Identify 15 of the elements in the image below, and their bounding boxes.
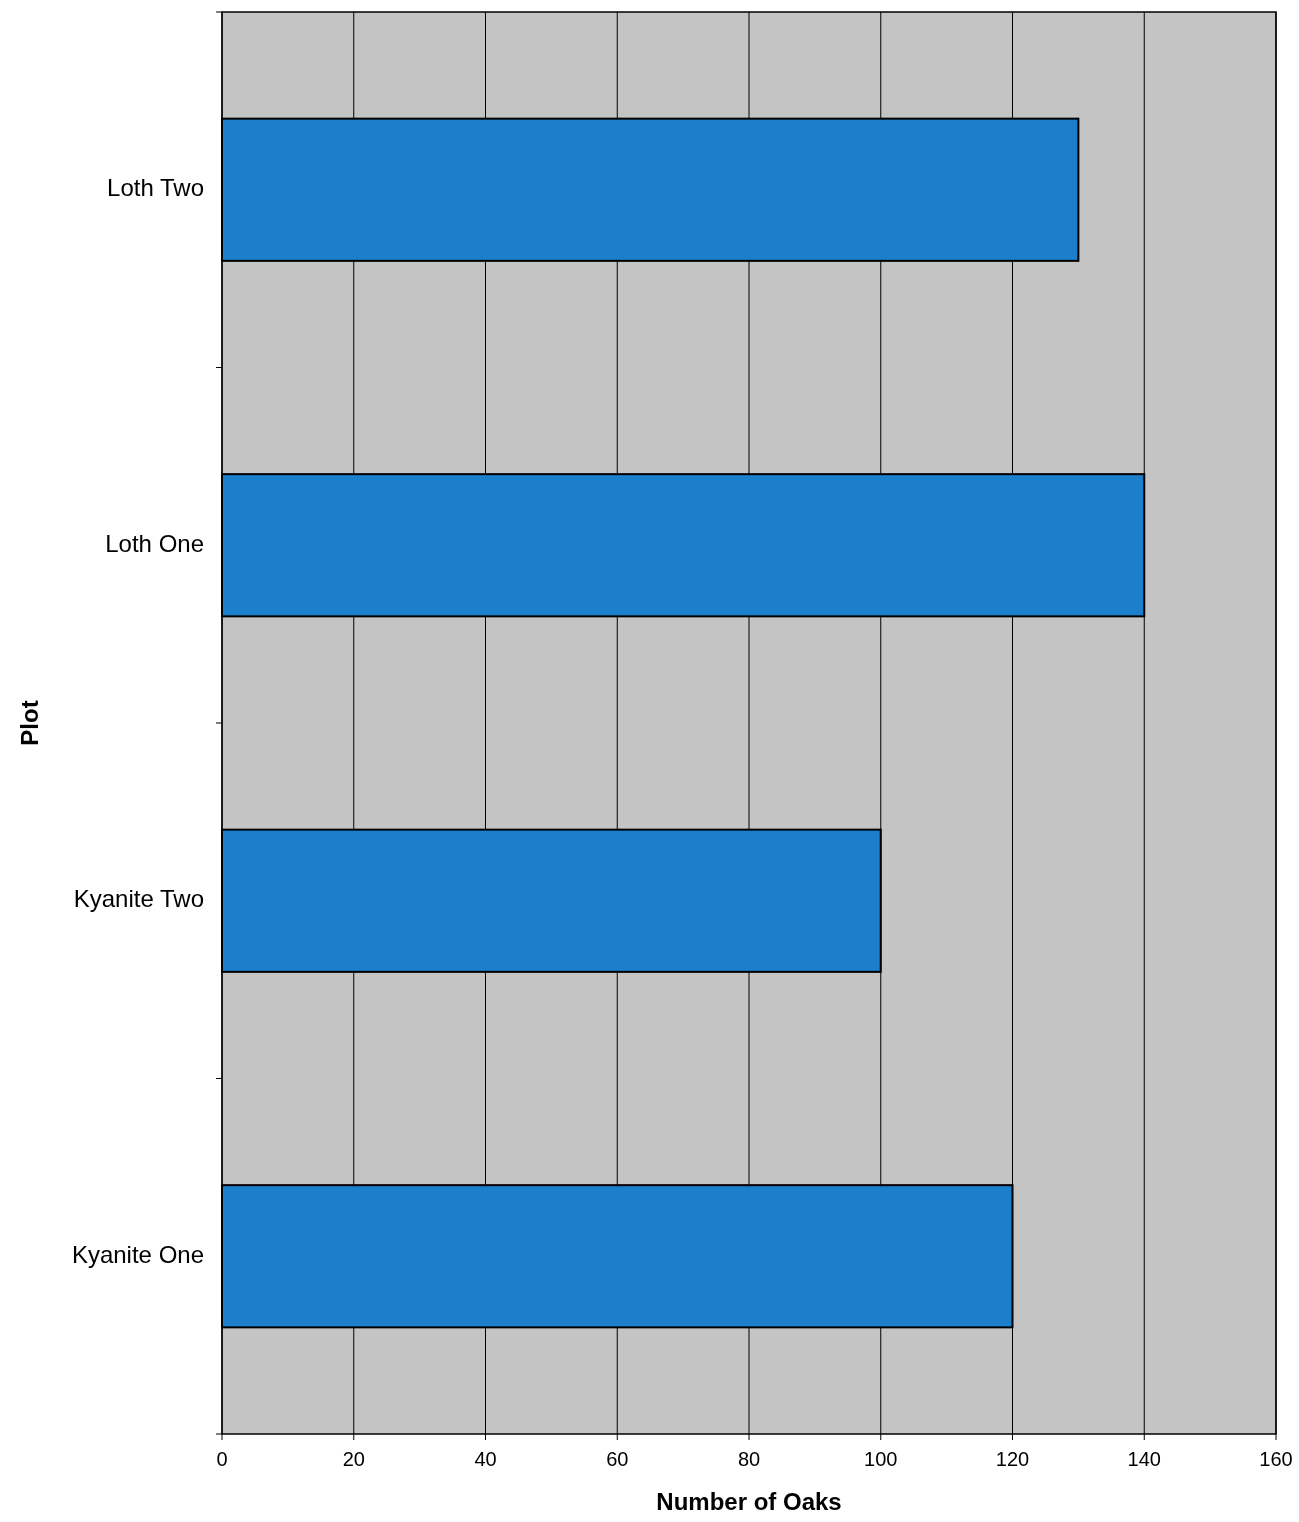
- y-tick-label: Kyanite Two: [73, 885, 204, 913]
- x-tick-label: 40: [474, 1448, 497, 1470]
- x-tick-label: 20: [342, 1448, 365, 1470]
- x-tick-label: 140: [1127, 1448, 1161, 1470]
- x-tick-label: 80: [737, 1448, 761, 1470]
- x-tick-label: 160: [1259, 1448, 1293, 1470]
- x-tick-label: 100: [864, 1448, 898, 1470]
- x-tick-label: 120: [995, 1448, 1030, 1470]
- x-tick-label: 60: [606, 1448, 629, 1470]
- y-tick-label: Kyanite One: [71, 1240, 204, 1268]
- y-tick-label: Loth Two: [107, 174, 204, 202]
- x-axis-title: Number of Oaks: [656, 1488, 842, 1515]
- y-axis-title: Plot: [16, 700, 43, 746]
- x-tick-label: 0: [216, 1448, 228, 1470]
- y-tick-label: Loth One: [105, 529, 204, 557]
